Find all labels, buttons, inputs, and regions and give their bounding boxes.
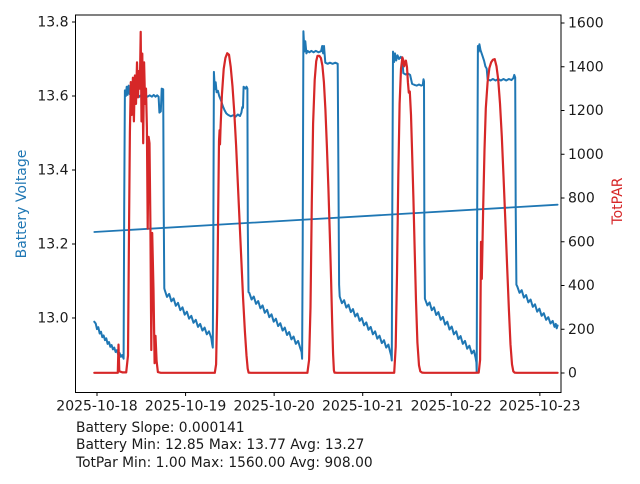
left-tick-label: 13.0 [37,310,68,326]
left-axis-title: Battery Voltage [14,149,30,259]
plot-border [75,14,562,393]
x-tick-label: 2025-10-18 [56,399,137,415]
x-tick-label: 2025-10-21 [322,399,403,415]
x-tick-label: 2025-10-22 [411,399,492,415]
right-tick-label: 400 [568,278,595,294]
totpar-line [93,30,559,374]
x-tick-label: 2025-10-23 [499,399,580,415]
right-tick-label: 200 [568,322,595,338]
right-tick-label: 1200 [568,103,604,119]
right-tick-label: 600 [568,234,595,250]
left-tick-label: 13.2 [37,236,68,252]
right-tick-label: 0 [568,366,577,382]
battery-slope-text: Battery Slope: 0.000141 [76,420,245,436]
right-tick-label: 1600 [568,16,604,32]
left-tick-label: 13.4 [37,162,68,178]
x-tick-label: 2025-10-19 [145,399,226,415]
battery-stats-text: Battery Min: 12.85 Max: 13.77 Avg: 13.27 [76,437,365,454]
battery-trend-line [93,203,559,233]
battery-voltage-line [93,30,559,374]
totpar-stats-text: TotPar Min: 1.00 Max: 1560.00 Avg: 908.0… [76,454,373,471]
right-tick-label: 800 [568,191,595,207]
right-tick-label: 1400 [568,59,604,75]
left-tick-label: 13.8 [37,14,68,30]
right-axis-title: TotPAR [610,177,626,225]
left-tick-label: 13.6 [37,88,68,104]
stats-annotations: Battery Slope: 0.000141 Battery Min: 12.… [76,420,373,472]
right-tick-label: 1000 [568,147,604,163]
x-tick-label: 2025-10-20 [233,399,314,415]
